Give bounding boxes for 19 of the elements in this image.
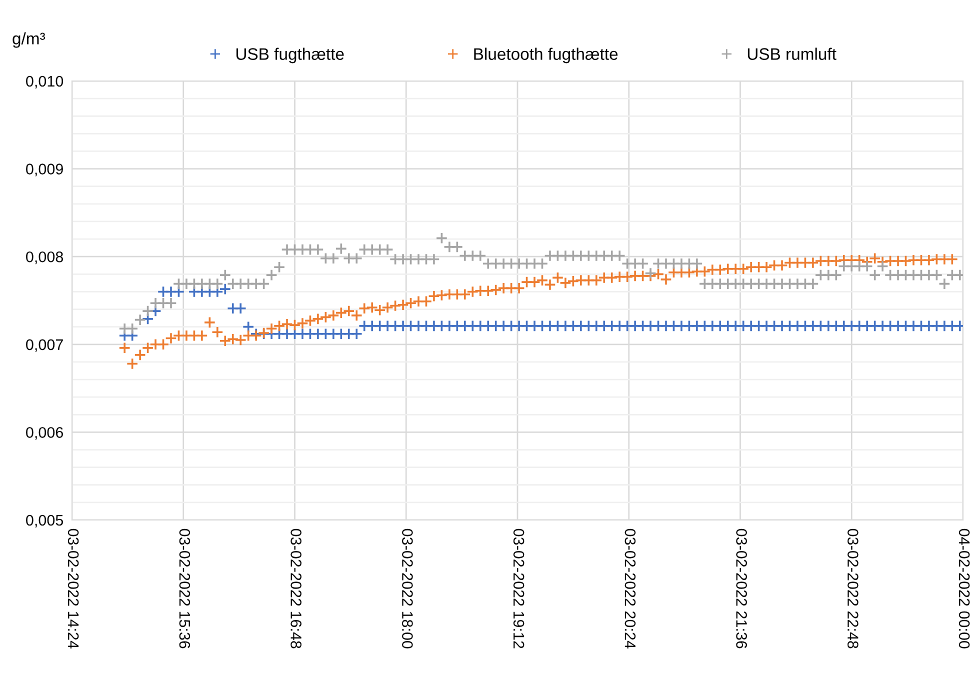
x-tick-label: 04-02-2022 00:00 xyxy=(958,528,970,648)
x-tick-label: 03-02-2022 15:36 xyxy=(179,528,190,648)
y-tick-label: 0,007 xyxy=(26,339,63,352)
x-tick-label: 03-02-2022 16:48 xyxy=(290,528,302,648)
legend-label: USB fugthætte xyxy=(236,48,344,64)
y-tick-label: 0,006 xyxy=(26,427,63,440)
legend-label: USB rumluft xyxy=(748,48,836,60)
y-tick-label: 0,005 xyxy=(26,514,64,528)
y-tick-label: 0,009 xyxy=(26,164,63,176)
x-tick-label: 03-02-2022 14:24 xyxy=(68,528,79,649)
x-tick-label: 03-02-2022 22:48 xyxy=(848,528,858,648)
x-tick-label: 03-02-2022 20:24 xyxy=(624,528,636,649)
y-tick-label: 0,008 xyxy=(26,251,64,264)
x-tick-label: 03-02-2022 21:36 xyxy=(736,528,747,648)
y-tick-label: 0,010 xyxy=(26,76,64,88)
x-tick-label: 03-02-2022 19:12 xyxy=(513,528,524,648)
x-tick-label: 03-02-2022 18:00 xyxy=(402,528,413,648)
y-axis-title: g/m³ xyxy=(12,32,46,48)
legend-label: Bluetooth fugthætte xyxy=(474,48,618,64)
